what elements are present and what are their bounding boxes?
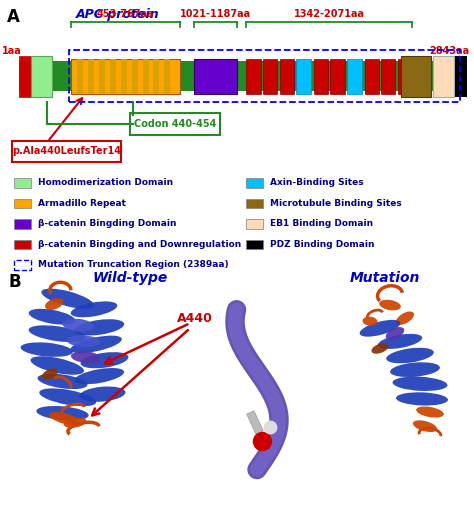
Ellipse shape xyxy=(363,317,377,326)
Text: 2843aa: 2843aa xyxy=(429,46,469,56)
Ellipse shape xyxy=(74,319,124,335)
FancyBboxPatch shape xyxy=(130,113,220,135)
Ellipse shape xyxy=(396,312,414,325)
Ellipse shape xyxy=(390,362,440,377)
Text: Microtubule Binding Sites: Microtubule Binding Sites xyxy=(270,199,402,208)
Text: A440: A440 xyxy=(177,312,213,324)
Ellipse shape xyxy=(63,319,94,332)
Ellipse shape xyxy=(30,356,84,375)
Bar xyxy=(132,59,137,94)
Text: p.Ala440LeufsTer14: p.Ala440LeufsTer14 xyxy=(12,146,121,157)
Text: EB1 Binding Domain: EB1 Binding Domain xyxy=(270,219,374,228)
Bar xyxy=(330,59,345,94)
Ellipse shape xyxy=(71,301,117,317)
Ellipse shape xyxy=(64,418,86,428)
Text: β-catenin Bingding Domain: β-catenin Bingding Domain xyxy=(38,219,176,228)
Ellipse shape xyxy=(29,309,75,324)
Bar xyxy=(263,59,277,94)
Bar xyxy=(314,59,328,94)
Bar xyxy=(246,59,261,94)
Ellipse shape xyxy=(49,412,80,425)
Bar xyxy=(296,59,311,94)
Bar xyxy=(347,59,362,94)
Ellipse shape xyxy=(386,348,434,363)
Text: 453-767aa: 453-767aa xyxy=(97,9,155,19)
Bar xyxy=(246,199,263,208)
Bar xyxy=(19,56,31,97)
Ellipse shape xyxy=(378,334,422,349)
Bar xyxy=(71,59,180,94)
Text: B: B xyxy=(8,273,21,291)
Bar xyxy=(31,56,52,97)
Ellipse shape xyxy=(28,325,86,342)
Bar xyxy=(398,59,412,94)
Text: Armadillo Repeat: Armadillo Repeat xyxy=(38,199,126,208)
Bar xyxy=(14,219,31,229)
Text: APC protein: APC protein xyxy=(76,8,159,21)
Text: 1342-2071aa: 1342-2071aa xyxy=(294,9,365,19)
Ellipse shape xyxy=(45,298,63,310)
Bar xyxy=(365,59,379,94)
Ellipse shape xyxy=(360,320,401,337)
Bar xyxy=(19,61,465,92)
Ellipse shape xyxy=(386,327,404,339)
Bar xyxy=(246,219,263,229)
Bar xyxy=(381,59,395,94)
Text: PDZ Binding Domain: PDZ Binding Domain xyxy=(270,240,374,249)
Text: Axin-Binding Sites: Axin-Binding Sites xyxy=(270,178,364,187)
Text: 1aa: 1aa xyxy=(2,46,22,56)
Ellipse shape xyxy=(396,392,448,405)
Bar xyxy=(121,59,127,94)
Ellipse shape xyxy=(372,343,389,354)
Text: Mutation Truncation Region (2389aa): Mutation Truncation Region (2389aa) xyxy=(38,260,228,269)
Bar xyxy=(246,178,263,187)
Ellipse shape xyxy=(70,336,122,353)
Ellipse shape xyxy=(41,288,94,309)
Text: Codon 440-454: Codon 440-454 xyxy=(134,119,217,129)
Ellipse shape xyxy=(36,406,89,420)
Bar xyxy=(110,59,116,94)
Ellipse shape xyxy=(71,351,100,363)
Ellipse shape xyxy=(42,368,58,380)
Bar xyxy=(88,59,94,94)
Text: A: A xyxy=(7,8,20,26)
Ellipse shape xyxy=(37,374,88,389)
Bar xyxy=(280,59,294,94)
Bar xyxy=(164,59,170,94)
Bar xyxy=(77,59,83,94)
Text: β-catenin Bingding and Downregulation: β-catenin Bingding and Downregulation xyxy=(38,240,241,249)
Text: 1021-1187aa: 1021-1187aa xyxy=(180,9,251,19)
Bar xyxy=(14,199,31,208)
Ellipse shape xyxy=(67,335,100,347)
Bar xyxy=(14,239,31,249)
Bar xyxy=(401,56,431,97)
Bar xyxy=(143,59,148,94)
Bar xyxy=(194,59,237,94)
Bar xyxy=(433,56,454,97)
Text: Wild-type: Wild-type xyxy=(92,271,168,285)
Bar xyxy=(99,59,105,94)
Ellipse shape xyxy=(392,376,447,391)
Bar xyxy=(455,56,467,97)
Ellipse shape xyxy=(413,420,437,432)
Ellipse shape xyxy=(416,406,444,418)
Ellipse shape xyxy=(39,388,96,406)
Ellipse shape xyxy=(20,342,73,357)
Bar xyxy=(14,178,31,187)
FancyBboxPatch shape xyxy=(12,141,121,162)
Ellipse shape xyxy=(379,300,401,311)
Ellipse shape xyxy=(79,386,126,402)
Bar xyxy=(246,239,263,249)
Text: Mutation: Mutation xyxy=(350,271,420,285)
Ellipse shape xyxy=(74,368,124,384)
Text: Homodimerization Domain: Homodimerization Domain xyxy=(38,178,173,187)
Ellipse shape xyxy=(81,352,128,368)
Bar xyxy=(154,59,159,94)
Bar xyxy=(246,410,263,434)
